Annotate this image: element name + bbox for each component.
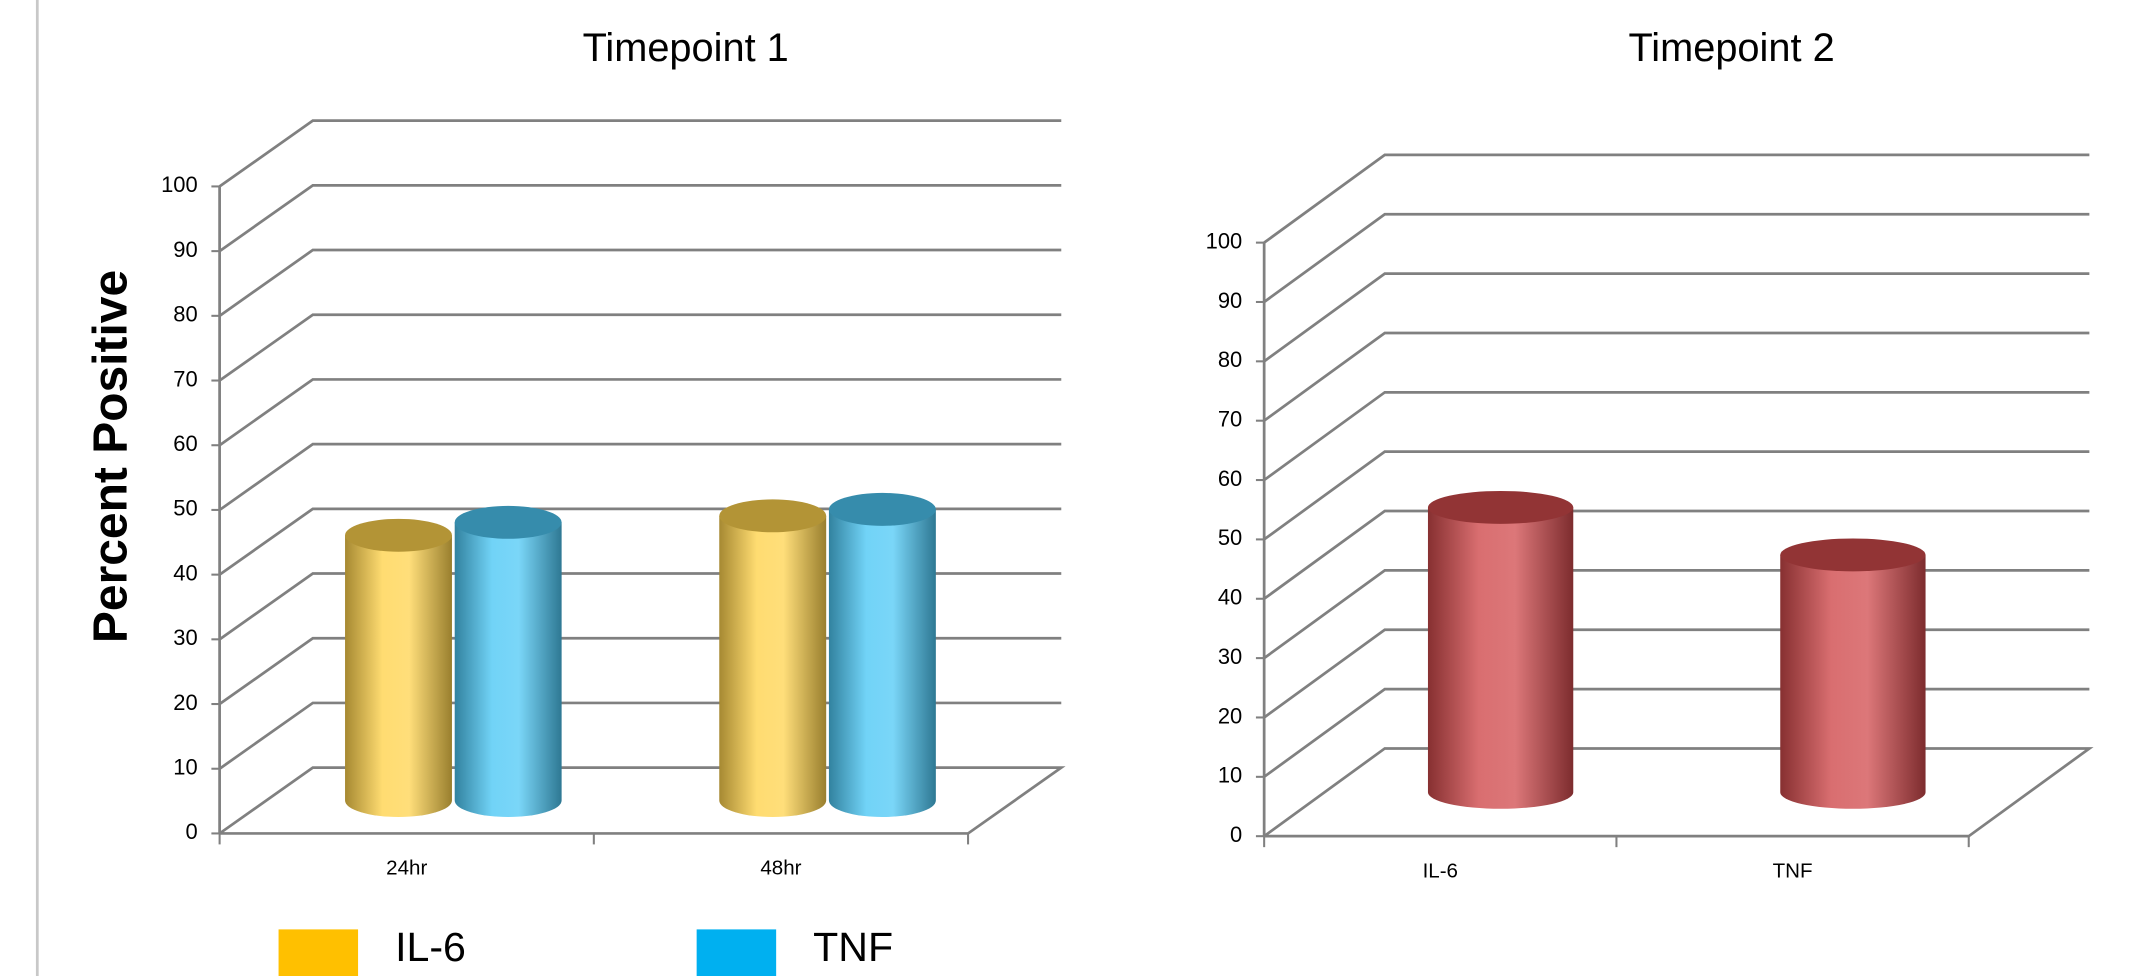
y-tick-label: 40: [1218, 585, 1242, 610]
grid-line: [218, 183, 1062, 253]
y-axis-title: Percent Positive: [85, 270, 138, 643]
bar-top: [345, 518, 452, 552]
legend-label: TNF: [813, 924, 893, 970]
y-tick-label: 30: [173, 625, 197, 650]
chart-title: Timepoint 2: [1628, 26, 1834, 70]
bar: [1427, 507, 1574, 809]
bar-top: [1427, 490, 1574, 524]
legend-label: IL-6: [395, 924, 466, 970]
x-tick-label: 24hr: [386, 857, 427, 880]
bar: [828, 509, 936, 817]
y-tick-label: 10: [1218, 763, 1242, 788]
grid-line: [1263, 153, 2090, 244]
chart-title: Timepoint 1: [583, 26, 789, 70]
x-tick-label: 48hr: [760, 857, 801, 880]
bar-top: [454, 505, 562, 539]
y-tick-label: 90: [173, 237, 197, 262]
bar-top: [828, 492, 936, 526]
y-tick-label: 10: [173, 755, 197, 780]
y-tick-label: 40: [173, 560, 197, 585]
grid-line: [1263, 569, 2090, 660]
legend-swatch: [278, 929, 359, 976]
y-tick-label: 80: [1218, 347, 1242, 372]
floor: [1263, 747, 2094, 838]
y-tick-label: 60: [1218, 466, 1242, 491]
grid-line: [218, 378, 1062, 447]
grid-line: [1263, 509, 2090, 600]
y-tick-label: 100: [1206, 228, 1243, 253]
y-tick-label: 20: [173, 690, 197, 715]
bar: [719, 515, 827, 817]
y-tick-label: 0: [185, 819, 197, 844]
grid-line: [1263, 450, 2090, 541]
bar-top: [1780, 538, 1926, 572]
y-tick-label: 50: [173, 496, 197, 521]
y-tick-label: 70: [1218, 406, 1242, 431]
y-tick-label: 80: [173, 302, 197, 327]
grid-line: [1263, 272, 2090, 363]
y-tick-label: 90: [1218, 288, 1242, 313]
grid-line: [218, 442, 1062, 512]
grid-line: [1263, 628, 2090, 719]
grid-line: [1263, 390, 2090, 482]
floor: [218, 766, 1066, 835]
y-tick-label: 100: [161, 172, 198, 197]
y-tick-label: 50: [1218, 525, 1242, 550]
x-tick-label: TNF: [1773, 859, 1813, 882]
bar: [1780, 554, 1926, 809]
y-tick-label: 20: [1218, 703, 1242, 728]
grid-line: [218, 248, 1062, 317]
bar: [454, 522, 562, 817]
grid-line: [218, 119, 1062, 188]
bar: [345, 535, 452, 817]
y-tick-label: 60: [173, 431, 197, 456]
legend-swatch: [696, 929, 777, 976]
grid-line: [1263, 212, 2090, 304]
grid-line: [218, 313, 1062, 382]
x-tick-label: IL-6: [1423, 859, 1458, 882]
bar-top: [719, 499, 827, 533]
grid-line: [1263, 331, 2090, 422]
grid-line: [1263, 687, 2090, 778]
y-tick-label: 30: [1218, 644, 1242, 669]
y-tick-label: 70: [173, 366, 197, 391]
y-tick-label: 0: [1230, 822, 1242, 847]
